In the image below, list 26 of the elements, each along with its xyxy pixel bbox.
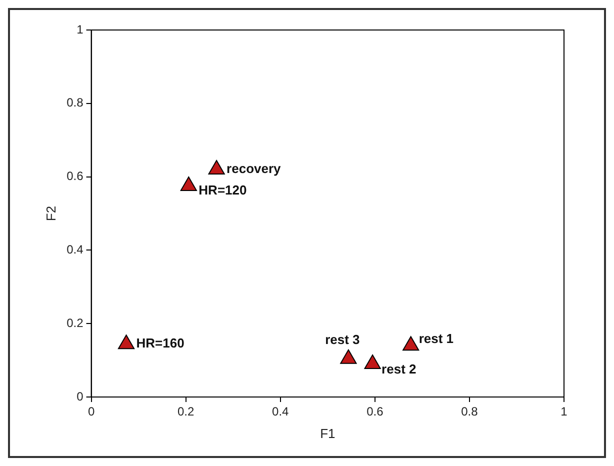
annotation: recovery xyxy=(226,161,282,176)
point xyxy=(180,176,197,191)
point xyxy=(402,336,420,351)
y-tick-label: 0.4 xyxy=(66,242,84,257)
x-tick-label: 0.6 xyxy=(366,404,384,419)
point xyxy=(364,354,381,369)
annotation: HR=160 xyxy=(136,336,184,351)
x-tick-label: 1 xyxy=(560,404,568,419)
x-axis-title: F1 xyxy=(320,426,336,441)
x-tick-label: 0.8 xyxy=(461,404,478,419)
x-tick-label: 0.4 xyxy=(272,404,290,419)
y-axis-title: F2 xyxy=(43,206,58,222)
point xyxy=(340,349,357,364)
y-tick-label: 0.6 xyxy=(66,169,84,184)
y-tick-label: 0.8 xyxy=(66,96,84,110)
point xyxy=(118,334,135,350)
x-tick-label: 0 xyxy=(88,404,95,419)
y-tick-label: 1 xyxy=(76,22,84,36)
annotation: rest 2 xyxy=(382,362,416,377)
point xyxy=(208,160,225,174)
y-tick-label: 0 xyxy=(76,389,84,404)
annotation: HR=120 xyxy=(198,182,247,198)
y-tick-label: 0.2 xyxy=(66,316,84,330)
annotation: rest 3 xyxy=(325,332,360,347)
x-tick-label: 0.2 xyxy=(177,404,194,419)
annotation: rest 1 xyxy=(418,331,454,346)
